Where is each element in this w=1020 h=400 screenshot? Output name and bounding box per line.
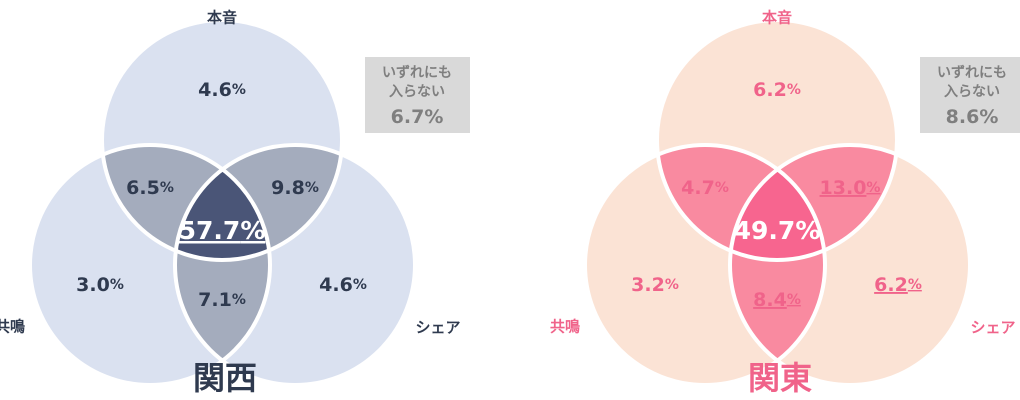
set-label: 本音 — [207, 9, 237, 27]
value-number: 3.0 — [76, 274, 110, 296]
none-label: 入らない — [389, 84, 445, 100]
value-number: 6.2 — [753, 79, 787, 101]
circle-outline — [28, 143, 272, 387]
region-value: 9.8% — [271, 177, 319, 199]
value-unit: % — [715, 180, 729, 196]
circle-outline — [100, 18, 344, 262]
value-number: 3.2 — [631, 274, 665, 296]
none-label: いずれにも — [937, 64, 1007, 81]
value-number: 6.5 — [126, 177, 160, 199]
region-value: 49.7% — [734, 216, 821, 245]
region-value: 3.2% — [631, 274, 679, 296]
region-value: 4.6% — [319, 274, 367, 296]
set-label: 本音 — [762, 9, 792, 27]
none-label: いずれにも — [382, 64, 452, 81]
panel-title: 関西 — [193, 359, 257, 397]
region-value: 6.2% — [874, 274, 922, 296]
region-value: 7.1% — [198, 289, 246, 311]
value-number: 8.6 — [946, 106, 980, 128]
value-unit: % — [908, 277, 922, 293]
value-number: 49.7 — [734, 216, 796, 245]
value-unit: % — [424, 106, 443, 128]
value-unit: % — [353, 277, 367, 293]
value-number: 4.6 — [319, 274, 353, 296]
value-unit: % — [787, 292, 801, 308]
region-value: 13.0% — [820, 177, 881, 199]
value-number: 7.1 — [198, 289, 232, 311]
none-label: 入らない — [944, 84, 1000, 100]
panel-title: 関東 — [748, 359, 812, 397]
region-value: 4.7% — [681, 177, 729, 199]
region-value: 3.0% — [76, 274, 124, 296]
value-number: 9.8 — [271, 177, 305, 199]
value-number: 13.0 — [820, 177, 867, 199]
value-unit: % — [240, 216, 265, 245]
none-value: 8.6% — [946, 106, 999, 128]
value-unit: % — [787, 82, 801, 98]
value-number: 6.2 — [874, 274, 908, 296]
none-box — [365, 57, 470, 133]
region-value: 6.2% — [753, 79, 801, 101]
circle-outline — [583, 143, 827, 387]
value-unit: % — [665, 277, 679, 293]
region-value: 6.5% — [126, 177, 174, 199]
set-label: 共鳴 — [0, 318, 25, 336]
value-unit: % — [795, 216, 820, 245]
circle-outline — [655, 18, 899, 262]
value-unit: % — [979, 106, 998, 128]
value-unit: % — [866, 180, 880, 196]
value-number: 4.7 — [681, 177, 715, 199]
value-number: 57.7 — [179, 216, 241, 245]
set-label: 共鳴 — [550, 318, 580, 336]
value-unit: % — [110, 277, 124, 293]
none-value: 6.7% — [391, 106, 444, 128]
value-unit: % — [232, 82, 246, 98]
region-value: 8.4% — [753, 289, 801, 311]
region-value: 57.7% — [179, 216, 266, 245]
value-number: 6.7 — [391, 106, 425, 128]
set-label: シェア — [970, 319, 1015, 337]
value-unit: % — [160, 180, 174, 196]
set-label: シェア — [415, 319, 460, 337]
value-number: 4.6 — [198, 79, 232, 101]
none-box — [920, 57, 1020, 133]
value-unit: % — [305, 180, 319, 196]
region-value: 4.6% — [198, 79, 246, 101]
value-number: 8.4 — [753, 289, 787, 311]
circle-outline — [173, 143, 417, 387]
circle-outline — [728, 143, 972, 387]
value-unit: % — [232, 292, 246, 308]
